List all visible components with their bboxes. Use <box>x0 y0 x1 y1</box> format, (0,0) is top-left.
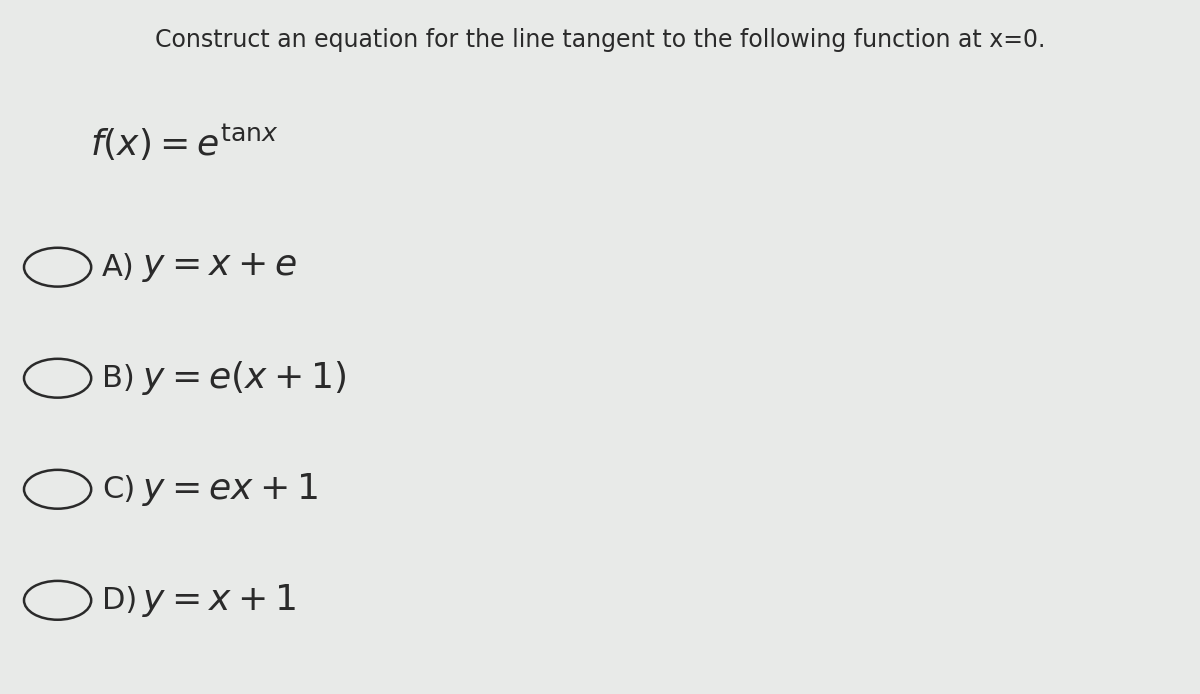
Text: B): B) <box>102 364 134 393</box>
Text: Construct an equation for the line tangent to the following function at x=0.: Construct an equation for the line tange… <box>155 28 1045 52</box>
Text: D): D) <box>102 586 137 615</box>
Text: $y = ex + 1$: $y = ex + 1$ <box>142 471 318 508</box>
Text: $f(x) = e^{\mathrm{tan}x}$: $f(x) = e^{\mathrm{tan}x}$ <box>90 122 280 162</box>
Text: C): C) <box>102 475 136 504</box>
Text: $y = x + e$: $y = x + e$ <box>142 251 296 284</box>
Text: $y = x + 1$: $y = x + 1$ <box>142 582 295 619</box>
Text: $y = e(x + 1)$: $y = e(x + 1)$ <box>142 359 346 397</box>
Text: A): A) <box>102 253 134 282</box>
